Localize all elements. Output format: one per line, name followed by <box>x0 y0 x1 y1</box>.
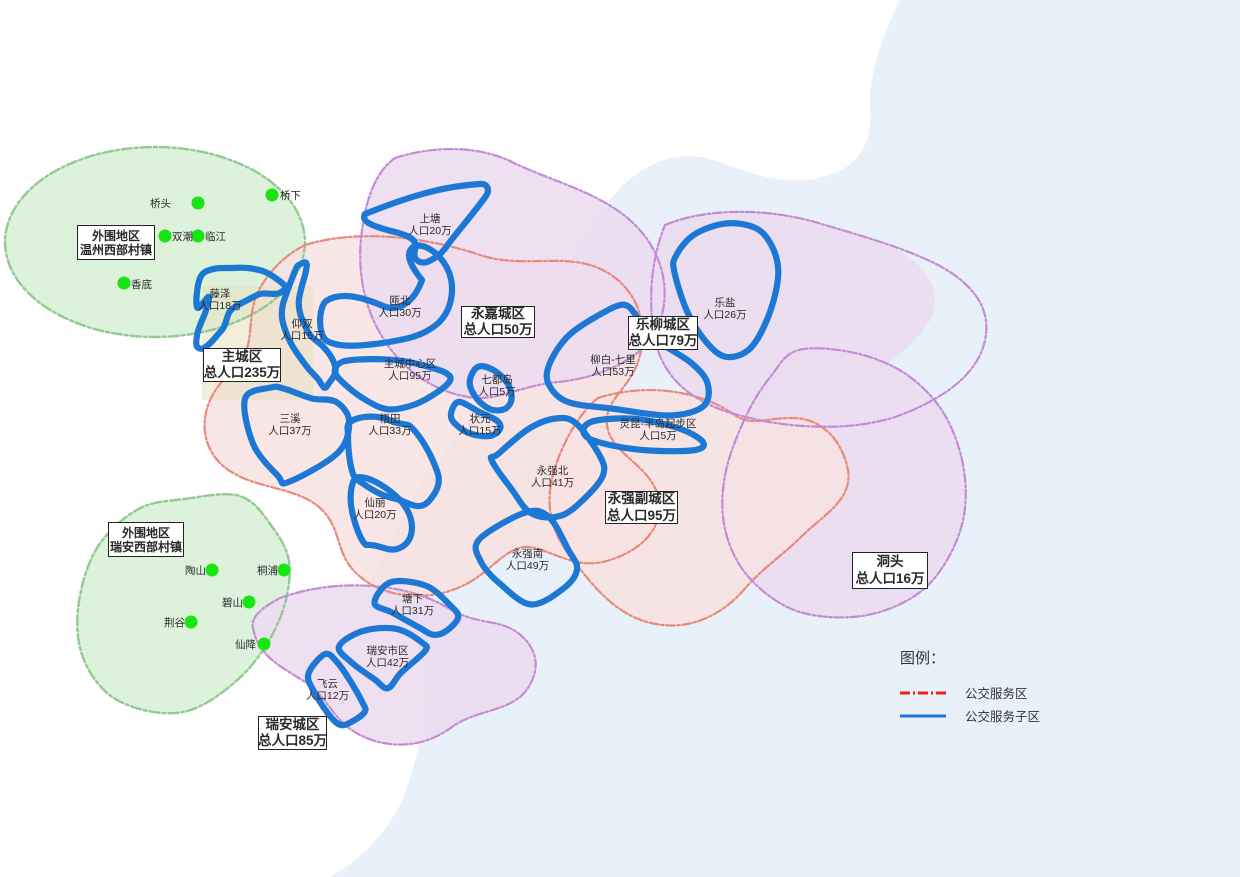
svg-text:图例：: 图例： <box>900 650 945 667</box>
svg-text:公交服务区: 公交服务区 <box>965 686 1028 701</box>
svg-text:公交服务子区: 公交服务子区 <box>965 709 1040 724</box>
